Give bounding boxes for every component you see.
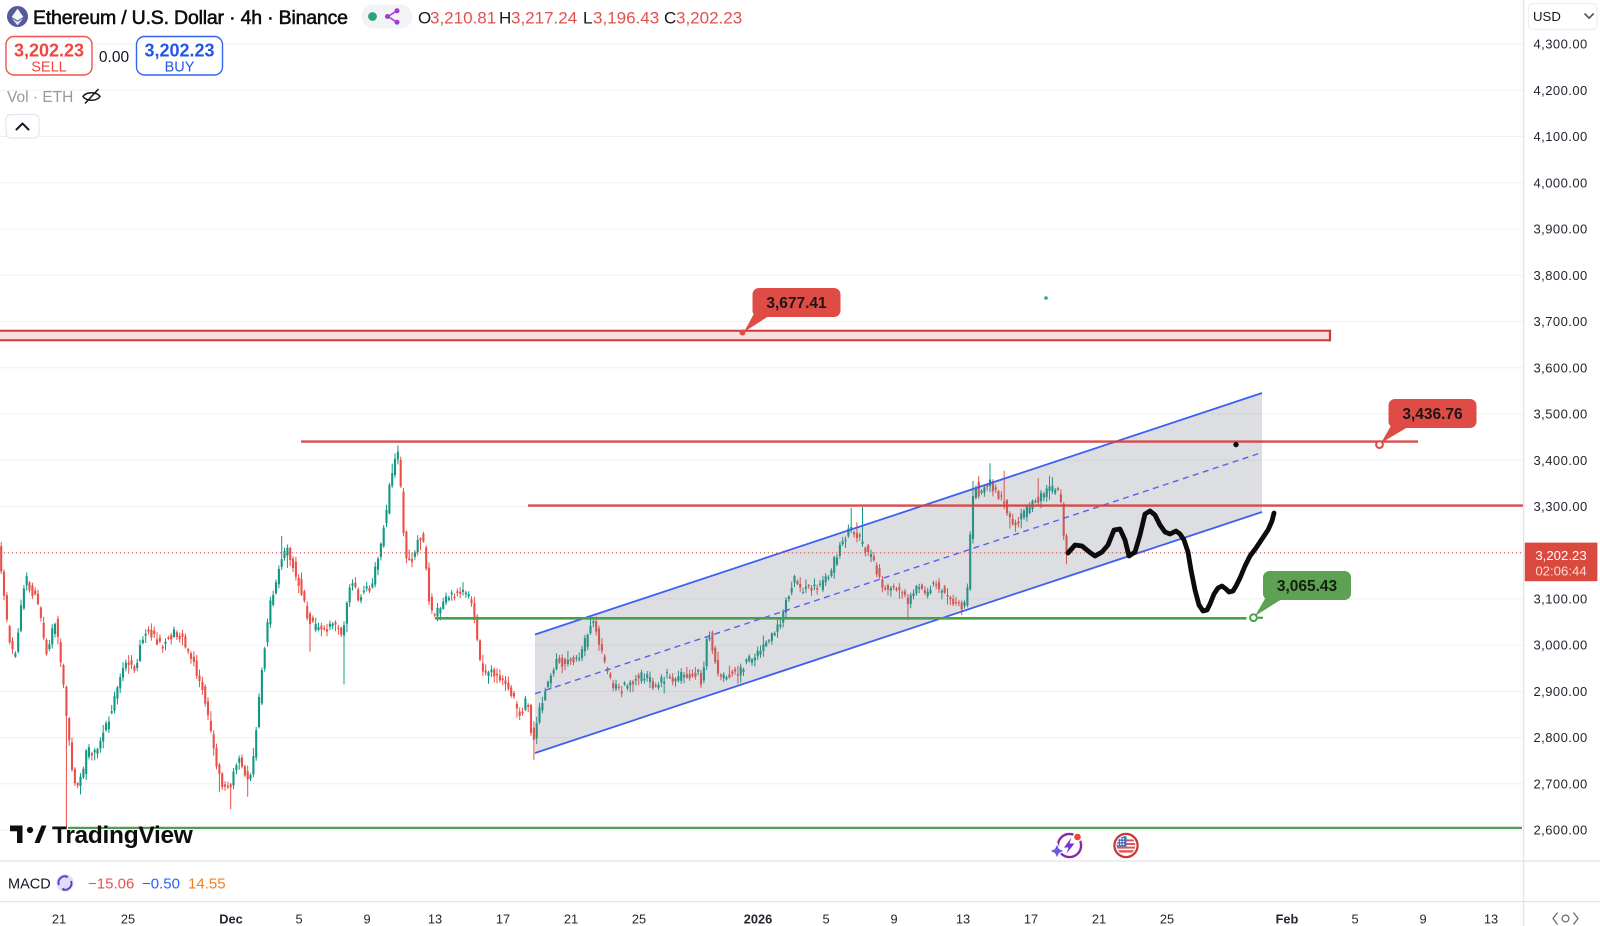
svg-text:25: 25 [121, 912, 135, 926]
svg-text:4,300.00: 4,300.00 [1534, 37, 1588, 52]
svg-text:3,300.00: 3,300.00 [1534, 499, 1588, 514]
svg-text:Feb: Feb [1276, 912, 1299, 926]
svg-text:4,100.00: 4,100.00 [1534, 129, 1588, 144]
svg-text:3,800.00: 3,800.00 [1534, 268, 1588, 283]
svg-text:3,217.24: 3,217.24 [511, 9, 577, 28]
svg-text:17: 17 [496, 912, 510, 926]
svg-text:Vol · ETH: Vol · ETH [7, 89, 73, 106]
svg-text:25: 25 [632, 912, 646, 926]
svg-text:−15.06: −15.06 [88, 876, 134, 893]
svg-text:3,100.00: 3,100.00 [1534, 592, 1588, 607]
svg-text:3,436.76: 3,436.76 [1402, 406, 1463, 423]
svg-text:9: 9 [363, 912, 370, 926]
svg-text:9: 9 [890, 912, 897, 926]
svg-text:13: 13 [1484, 912, 1498, 926]
svg-text:SELL: SELL [31, 60, 66, 76]
svg-text:−0.50: −0.50 [142, 876, 180, 893]
svg-text:3,202.23: 3,202.23 [14, 41, 84, 61]
svg-text:3,400.00: 3,400.00 [1534, 453, 1588, 468]
svg-text:MACD: MACD [8, 877, 51, 893]
svg-text:3,202.23: 3,202.23 [676, 9, 742, 28]
svg-text:13: 13 [956, 912, 970, 926]
svg-text:Ethereum / U.S. Dollar · 4h ·: Ethereum / U.S. Dollar · 4h · Binance [33, 7, 348, 29]
svg-text:02:06:44: 02:06:44 [1535, 563, 1586, 578]
svg-text:4,000.00: 4,000.00 [1534, 175, 1588, 190]
svg-text:O: O [418, 9, 431, 28]
svg-text:L: L [583, 9, 592, 28]
svg-text:17: 17 [1024, 912, 1038, 926]
svg-text:2,900.00: 2,900.00 [1534, 684, 1588, 699]
svg-text:TradingView: TradingView [52, 822, 194, 849]
svg-text:3,202.23: 3,202.23 [1535, 548, 1586, 563]
svg-text:13: 13 [428, 912, 442, 926]
svg-text:3,677.41: 3,677.41 [766, 295, 827, 312]
svg-text:3,000.00: 3,000.00 [1534, 638, 1588, 653]
svg-text:21: 21 [1092, 912, 1106, 926]
svg-text:3,196.43: 3,196.43 [593, 9, 659, 28]
svg-text:14.55: 14.55 [188, 876, 226, 893]
svg-text:USD: USD [1533, 9, 1561, 24]
svg-text:5: 5 [295, 912, 302, 926]
svg-text:BUY: BUY [165, 60, 195, 76]
svg-text:2026: 2026 [744, 912, 772, 926]
svg-text:3,210.81: 3,210.81 [430, 9, 496, 28]
svg-text:4,200.00: 4,200.00 [1534, 83, 1588, 98]
svg-text:3,600.00: 3,600.00 [1534, 360, 1588, 375]
svg-text:C: C [664, 9, 676, 28]
svg-text:5: 5 [1351, 912, 1358, 926]
svg-text:2,800.00: 2,800.00 [1534, 730, 1588, 745]
svg-text:5: 5 [822, 912, 829, 926]
svg-text:2,600.00: 2,600.00 [1534, 823, 1588, 838]
svg-text:3,202.23: 3,202.23 [144, 41, 214, 61]
svg-text:3,700.00: 3,700.00 [1534, 314, 1588, 329]
svg-text:3,065.43: 3,065.43 [1277, 578, 1338, 595]
svg-text:21: 21 [52, 912, 66, 926]
svg-text:9: 9 [1419, 912, 1426, 926]
svg-text:2,700.00: 2,700.00 [1534, 776, 1588, 791]
svg-text:3,500.00: 3,500.00 [1534, 407, 1588, 422]
svg-text:3,900.00: 3,900.00 [1534, 222, 1588, 237]
svg-text:Dec: Dec [219, 912, 242, 926]
svg-text:0.00: 0.00 [99, 49, 130, 66]
svg-text:21: 21 [564, 912, 578, 926]
svg-text:H: H [499, 9, 511, 28]
svg-text:25: 25 [1160, 912, 1174, 926]
